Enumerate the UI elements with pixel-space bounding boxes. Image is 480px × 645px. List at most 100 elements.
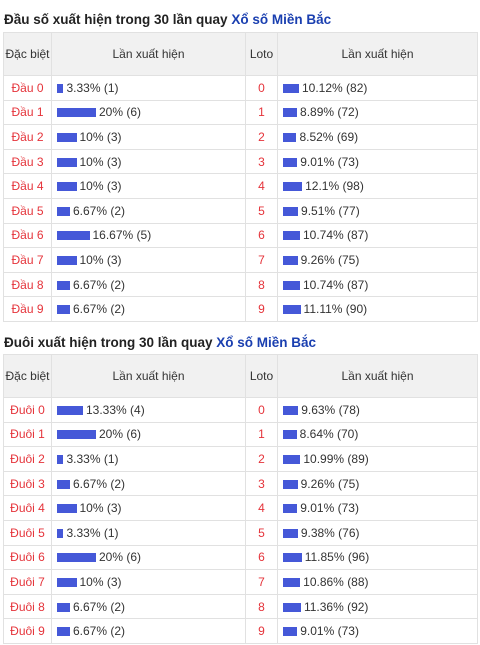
loto-frequency-cell: 10.99% (89) xyxy=(277,446,478,472)
special-frequency-cell: 20% (6) xyxy=(51,421,246,448)
loto-digit: 9 xyxy=(245,618,278,644)
duoi-table-body: Đuôi 0 13.33% (4) 0 9.63% (78) Đuôi 1 20% (6)… xyxy=(3,397,478,644)
loto-digit: 1 xyxy=(245,99,278,126)
loto-digit: 7 xyxy=(245,569,278,595)
special-frequency-bar xyxy=(57,479,70,489)
loto-digit: 2 xyxy=(245,124,278,150)
dau-table-body: Đầu 0 3.33% (1) 0 10.12% (82) Đầu 1 20% (6) 1 8… xyxy=(3,75,478,322)
loto-digit: 3 xyxy=(245,148,278,175)
loto-frequency-text: 10.99% (89) xyxy=(303,451,369,466)
loto-frequency-text: 11.36% (92) xyxy=(303,599,369,614)
row-label: Đuôi 3 xyxy=(3,470,52,497)
special-frequency-text: 10% (3) xyxy=(79,252,122,267)
loto-digit: 6 xyxy=(245,222,278,249)
special-frequency-bar xyxy=(57,206,70,216)
loto-digit: 8 xyxy=(245,271,278,298)
loto-frequency-cell: 8.89% (72) xyxy=(277,99,478,126)
loto-frequency-cell: 11.11% (90) xyxy=(277,296,478,322)
special-frequency-bar xyxy=(57,504,77,514)
special-frequency-bar xyxy=(57,602,70,612)
loto-frequency-cell: 11.36% (92) xyxy=(277,593,478,620)
xsmb-link[interactable]: Xổ số Miền Bắc xyxy=(216,335,317,350)
special-frequency-cell: 10% (3) xyxy=(51,495,246,521)
row-label: Đầu 9 xyxy=(3,296,52,322)
loto-frequency-bar xyxy=(283,157,298,167)
loto-frequency-text: 9.26% (75) xyxy=(300,476,360,491)
special-frequency-text: 13.33% (4) xyxy=(85,402,145,417)
row-label: Đuôi 9 xyxy=(3,618,52,644)
special-frequency-text: 20% (6) xyxy=(99,427,142,442)
special-frequency-cell: 13.33% (4) xyxy=(51,397,246,423)
loto-frequency-text: 10.74% (87) xyxy=(302,277,369,292)
table-row: Đầu 1 20% (6) 1 8.89% (72) xyxy=(3,99,478,126)
duoi-title-text: Đuôi xuất hiện trong 30 lần quay xyxy=(4,335,213,350)
special-frequency-text: 10% (3) xyxy=(79,574,122,589)
table-row: Đầu 5 6.67% (2) 5 9.51% (77) xyxy=(3,197,478,224)
loto-digit: 9 xyxy=(245,296,278,322)
loto-frequency-bar xyxy=(283,602,301,612)
special-frequency-cell: 3.33% (1) xyxy=(51,446,246,472)
dau-section-title: Đầu số xuất hiện trong 30 lần quay Xổ số… xyxy=(0,0,480,32)
loto-frequency-cell: 9.63% (78) xyxy=(277,397,478,423)
loto-frequency-cell: 10.74% (87) xyxy=(277,222,478,249)
table-row: Đuôi 9 6.67% (2) 9 9.01% (73) xyxy=(3,618,478,644)
loto-frequency-bar xyxy=(283,627,298,637)
loto-digit: 3 xyxy=(245,470,278,497)
loto-frequency-cell: 10.12% (82) xyxy=(277,75,478,101)
special-frequency-cell: 10% (3) xyxy=(51,148,246,175)
loto-frequency-text: 8.52% (69) xyxy=(299,129,359,144)
row-label: Đuôi 1 xyxy=(3,421,52,448)
special-frequency-text: 16.67% (5) xyxy=(92,228,152,243)
row-label: Đầu 6 xyxy=(3,222,52,249)
loto-digit: 4 xyxy=(245,495,278,521)
loto-digit: 7 xyxy=(245,247,278,273)
loto-frequency-cell: 9.01% (73) xyxy=(277,495,478,521)
dau-stats-table: Đặc biệt Lần xuất hiện Loto Lần xuất hiệ… xyxy=(3,32,478,322)
special-frequency-text: 20% (6) xyxy=(99,105,142,120)
loto-frequency-bar xyxy=(283,206,299,216)
row-label: Đuôi 6 xyxy=(3,544,52,571)
table-row: Đầu 8 6.67% (2) 8 10.74% (87) xyxy=(3,271,478,298)
loto-frequency-bar xyxy=(283,553,302,563)
special-frequency-bar xyxy=(57,405,83,415)
header-loto-lan-xuat-hien: Lần xuất hiện xyxy=(277,32,478,76)
header-loto-lan-xuat-hien: Lần xuất hiện xyxy=(277,354,478,398)
table-row: Đầu 9 6.67% (2) 9 11.11% (90) xyxy=(3,296,478,322)
dau-section: Đầu số xuất hiện trong 30 lần quay Xổ số… xyxy=(0,0,480,322)
special-frequency-bar xyxy=(57,255,77,265)
loto-frequency-bar xyxy=(283,182,303,192)
loto-frequency-cell: 9.01% (73) xyxy=(277,148,478,175)
table-row: Đuôi 5 3.33% (1) 5 9.38% (76) xyxy=(3,519,478,546)
special-frequency-bar xyxy=(57,627,70,637)
header-lan-xuat-hien: Lần xuất hiện xyxy=(51,354,246,398)
header-loto: Loto xyxy=(245,354,278,398)
special-frequency-bar xyxy=(57,83,64,93)
table-row: Đuôi 8 6.67% (2) 8 11.36% (92) xyxy=(3,593,478,620)
table-row: Đầu 4 10% (3) 4 12.1% (98) xyxy=(3,173,478,199)
row-label: Đầu 8 xyxy=(3,271,52,298)
row-label: Đầu 7 xyxy=(3,247,52,273)
loto-frequency-cell: 9.26% (75) xyxy=(277,247,478,273)
special-frequency-cell: 6.67% (2) xyxy=(51,197,246,224)
loto-frequency-bar xyxy=(283,504,298,514)
loto-frequency-cell: 9.51% (77) xyxy=(277,197,478,224)
row-label: Đầu 0 xyxy=(3,75,52,101)
row-label: Đuôi 8 xyxy=(3,593,52,620)
special-frequency-text: 10% (3) xyxy=(79,179,122,194)
loto-frequency-bar xyxy=(283,305,301,315)
loto-frequency-bar xyxy=(283,454,301,464)
loto-frequency-text: 11.11% (90) xyxy=(303,302,368,317)
loto-frequency-bar xyxy=(283,231,300,241)
special-frequency-cell: 20% (6) xyxy=(51,99,246,126)
table-row: Đầu 7 10% (3) 7 9.26% (75) xyxy=(3,247,478,273)
loto-frequency-bar xyxy=(283,405,299,415)
special-frequency-cell: 6.67% (2) xyxy=(51,470,246,497)
xsmb-link[interactable]: Xổ số Miền Bắc xyxy=(231,12,332,27)
special-frequency-text: 6.67% (2) xyxy=(73,302,126,317)
loto-digit: 2 xyxy=(245,446,278,472)
loto-frequency-bar xyxy=(283,255,298,265)
table-row: Đuôi 6 20% (6) 6 11.85% (96) xyxy=(3,544,478,571)
special-frequency-bar xyxy=(57,231,90,241)
loto-frequency-text: 11.85% (96) xyxy=(304,550,370,565)
loto-frequency-cell: 9.01% (73) xyxy=(277,618,478,644)
